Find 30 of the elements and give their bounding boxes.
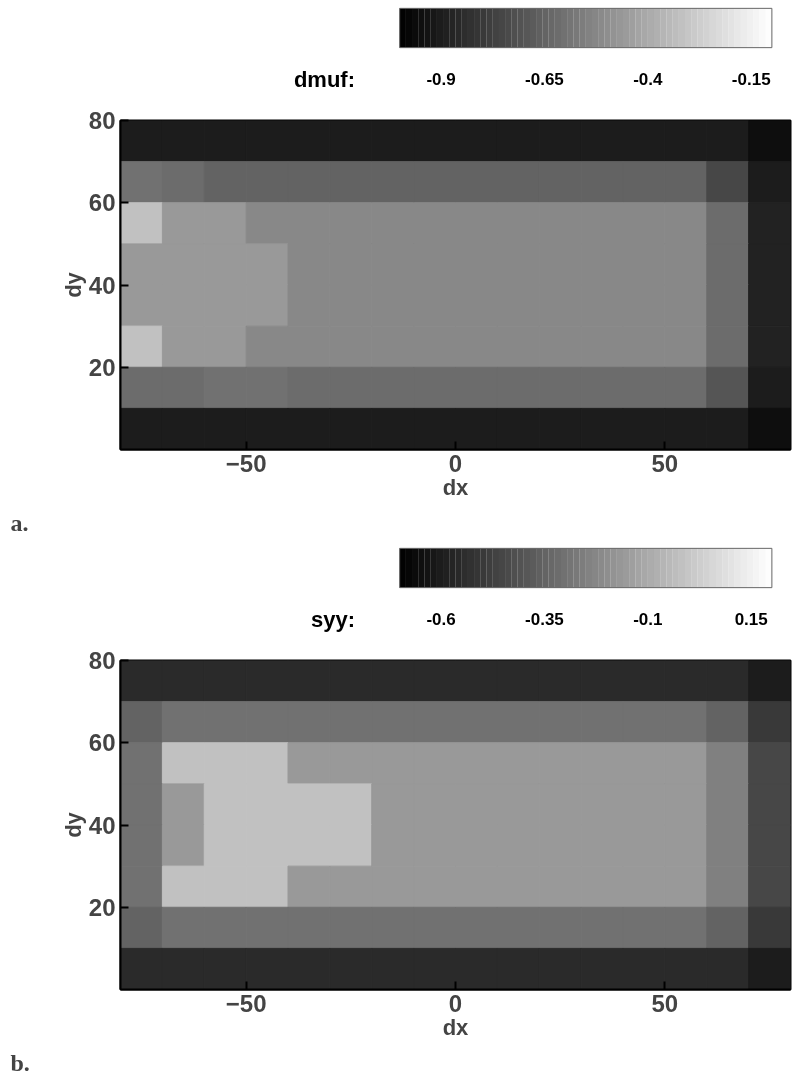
y-tick-label: 60	[88, 189, 116, 217]
x-tick-label: −50	[225, 449, 267, 477]
color-bar-title: syy:	[310, 606, 356, 632]
x-tick-label: 0	[448, 449, 463, 477]
y-axis-title: dy	[60, 811, 86, 838]
color-bar-label: -0.6	[426, 610, 456, 630]
color-bar-label: -0.4	[633, 70, 664, 90]
y-tick-label: 40	[88, 811, 116, 839]
color-bar-label: -0.35	[525, 610, 564, 630]
y-tick-label: 20	[88, 893, 116, 921]
color-bar-label: -0.1	[633, 610, 663, 630]
color-bar-label: -0.9	[426, 70, 456, 90]
text: a.	[10, 509, 29, 536]
y-tick-label: 40	[88, 271, 116, 299]
y-tick-label: 20	[88, 353, 116, 381]
x-tick-label: 50	[651, 989, 679, 1017]
y-tick-label: 80	[88, 107, 116, 134]
color-bar-label: -0.65	[525, 70, 564, 90]
text: b.	[10, 1049, 30, 1076]
x-axis-title: dx	[442, 474, 470, 500]
color-bar-label: -0.15	[731, 70, 771, 90]
x-tick-label: −50	[225, 989, 267, 1017]
x-tick-label: 50	[651, 449, 679, 477]
color-bar-title: dmuf:	[293, 66, 355, 92]
y-tick-label: 60	[88, 729, 116, 757]
x-axis-title: dx	[442, 1014, 470, 1040]
color-bar-label: 0.15	[734, 610, 768, 630]
x-tick-label: 0	[448, 989, 463, 1017]
y-axis-title: dy	[60, 271, 86, 298]
y-tick-label: 80	[88, 647, 116, 674]
